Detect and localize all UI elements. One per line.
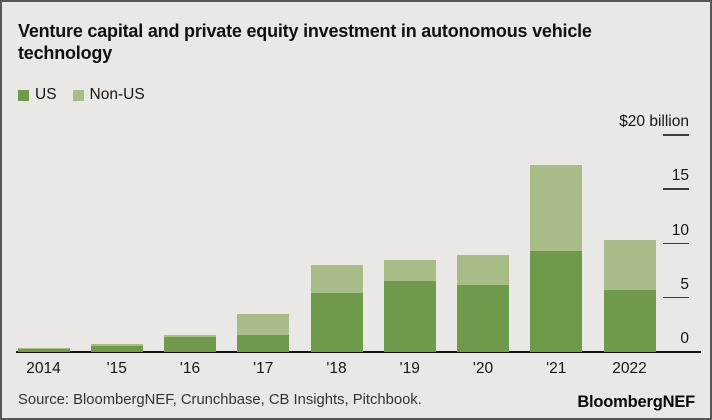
x-axis-label: '19 [399, 360, 420, 377]
bar-21 [530, 165, 583, 352]
bar-segment-us [237, 334, 290, 352]
y-axis-tick-label: 10 [671, 221, 689, 239]
bar-20 [457, 255, 509, 352]
bar-segment-non-us [90, 344, 143, 347]
bar-16 [164, 334, 216, 352]
bar-segment-us [164, 336, 216, 352]
y-axis-tick-label: $20 billion [619, 113, 689, 130]
y-axis-tick-mark [663, 134, 689, 136]
y-axis-tick-label: 15 [671, 167, 689, 185]
bar-19 [383, 259, 436, 352]
x-axis-label: '20 [472, 360, 494, 377]
y-axis-tick-mark [663, 296, 689, 299]
bar-segment-us [457, 284, 509, 352]
x-axis-label: '17 [253, 360, 274, 377]
x-axis-label: 2022 [612, 360, 647, 377]
bar-2022 [603, 240, 656, 352]
x-axis-label: '15 [106, 360, 127, 377]
chart-title: Venture capital and private equity inves… [18, 21, 592, 63]
us-legend-swatch [18, 89, 29, 101]
us-legend-label: US [35, 86, 57, 103]
bar-segment-us [17, 348, 70, 352]
bar-segment-us [90, 346, 143, 352]
bar-segment-non-us [457, 255, 509, 285]
non-us-legend-swatch [72, 89, 84, 101]
bar-segment-non-us [383, 259, 436, 282]
x-axis-label: '16 [179, 360, 201, 377]
bar-segment-non-us [17, 347, 70, 349]
x-axis-label: 2014 [26, 360, 61, 377]
y-axis-tick-label: 0 [680, 330, 689, 347]
bar-segment-us [530, 251, 583, 352]
bar-18 [310, 265, 363, 352]
bar-segment-non-us [310, 265, 363, 294]
legend-item-us: US [18, 86, 57, 104]
bar-17 [237, 314, 290, 352]
x-axis-label: '18 [326, 360, 347, 377]
non-us-legend-label: Non-US [89, 86, 145, 103]
legend: US Non-US [18, 86, 145, 104]
bar-segment-us [383, 281, 436, 352]
bar-segment-us [310, 293, 363, 352]
y-axis-tick-mark [663, 242, 689, 244]
y-axis-tick-mark [663, 188, 689, 190]
bar-segment-us [603, 290, 656, 352]
legend-item-non-us: Non-US [72, 86, 145, 104]
bar-segment-non-us [603, 240, 656, 291]
y-axis-tick-label: 5 [680, 275, 689, 293]
bar-2014 [17, 347, 70, 352]
bar-segment-non-us [164, 334, 216, 337]
bar-15 [90, 344, 143, 352]
bar-segment-non-us [237, 314, 290, 335]
bar-segment-non-us [530, 165, 583, 252]
bloombergnef-logo: BloombergNEF [577, 393, 695, 411]
source-note: Source: BloombergNEF, Crunchbase, CB Ins… [18, 392, 422, 408]
x-axis-label: '21 [546, 360, 567, 377]
x-axis-line [16, 351, 701, 353]
